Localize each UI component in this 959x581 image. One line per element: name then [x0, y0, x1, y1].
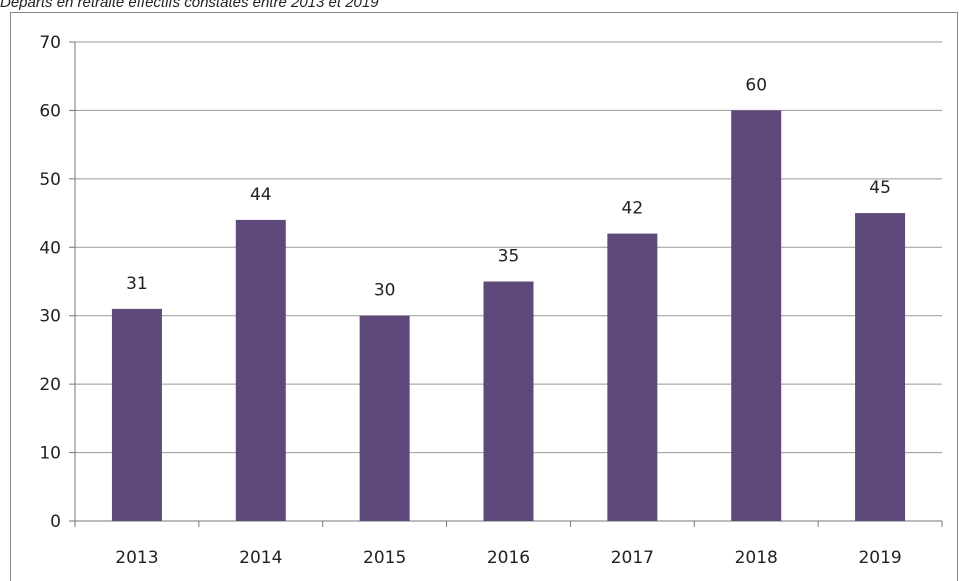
- data-label: 35: [498, 247, 520, 267]
- bar: [359, 315, 410, 521]
- y-tick-label: 60: [39, 101, 61, 121]
- data-label: 44: [250, 185, 272, 205]
- data-label: 42: [622, 199, 644, 219]
- data-label: 60: [745, 75, 767, 95]
- x-tick-label: 2016: [487, 548, 530, 568]
- bar: [111, 308, 162, 521]
- y-tick-label: 20: [39, 375, 61, 395]
- data-label: 30: [374, 281, 396, 301]
- chart-title: Départs en retraite effectifs constatés …: [0, 0, 379, 11]
- bar: [607, 233, 658, 521]
- bar: [235, 219, 286, 521]
- y-tick-label: 0: [50, 512, 61, 532]
- y-tick-label: 70: [39, 33, 61, 53]
- x-tick-label: 2013: [115, 548, 158, 568]
- x-tick-label: 2014: [239, 548, 282, 568]
- data-label: 31: [126, 274, 148, 294]
- y-tick-label: 30: [39, 307, 61, 327]
- y-tick-label: 50: [39, 170, 61, 190]
- y-tick-label: 10: [39, 444, 61, 464]
- x-tick-label: 2019: [858, 548, 901, 568]
- y-tick-label: 40: [39, 238, 61, 258]
- x-tick-label: 2015: [363, 548, 406, 568]
- bar: [731, 110, 782, 521]
- bar: [483, 281, 534, 521]
- x-tick-label: 2018: [735, 548, 778, 568]
- bar: [855, 213, 906, 522]
- data-label: 45: [869, 178, 891, 198]
- x-tick-label: 2017: [611, 548, 654, 568]
